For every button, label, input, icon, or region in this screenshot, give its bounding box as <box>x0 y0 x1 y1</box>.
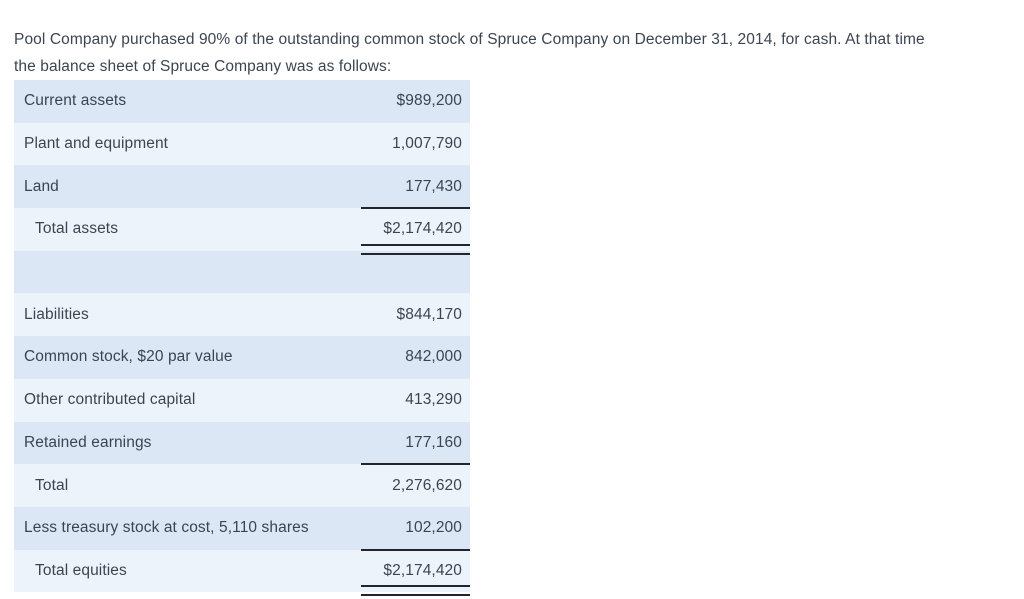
table-row: Retained earnings 177,160 <box>14 421 470 465</box>
row-label: Other contributed capital <box>24 391 196 409</box>
row-amount: 1,007,790 <box>392 135 462 153</box>
row-label: Retained earnings <box>24 433 152 451</box>
table-row: Total equities $2,174,420 <box>14 549 470 596</box>
table-row: Land 177,430 <box>14 165 470 209</box>
row-amount: $844,170 <box>396 305 462 323</box>
row-amount: 177,160 <box>361 422 470 465</box>
row-amount: 102,200 <box>361 507 470 551</box>
row-label: Land <box>24 177 59 195</box>
spacer-row <box>14 250 470 294</box>
row-label: Total equities <box>35 561 127 579</box>
row-amount: 177,430 <box>361 165 470 209</box>
row-label: Less treasury stock at cost, 5,110 share… <box>24 519 309 537</box>
row-amount: 2,276,620 <box>392 476 462 494</box>
row-label: Plant and equipment <box>24 135 169 153</box>
row-label: Total <box>35 476 69 494</box>
row-amount: 413,290 <box>405 391 462 409</box>
table-row: Common stock, $20 par value 842,000 <box>14 336 470 379</box>
row-amount: $2,174,420 <box>361 208 470 255</box>
table-row: Total 2,276,620 <box>14 464 470 507</box>
row-amount: $2,174,420 <box>361 550 470 596</box>
table-row: Less treasury stock at cost, 5,110 share… <box>14 506 470 551</box>
row-amount: $989,200 <box>396 92 462 110</box>
row-label: Current assets <box>24 92 127 110</box>
row-label: Total assets <box>35 220 119 238</box>
table-row: Current assets $989,200 <box>14 80 470 123</box>
table-row: Other contributed capital 413,290 <box>14 378 470 422</box>
row-label: Common stock, $20 par value <box>24 348 233 366</box>
table-row: Liabilities $844,170 <box>14 293 470 337</box>
row-amount: 842,000 <box>405 348 462 366</box>
table-row: Total assets $2,174,420 <box>14 208 470 255</box>
row-label: Liabilities <box>24 305 89 323</box>
problem-statement: Pool Company purchased 90% of the outsta… <box>14 30 925 75</box>
balance-sheet-table: Current assets $989,200 Plant and equipmen… <box>14 80 470 596</box>
table-row: Plant and equipment 1,007,790 <box>14 122 470 166</box>
